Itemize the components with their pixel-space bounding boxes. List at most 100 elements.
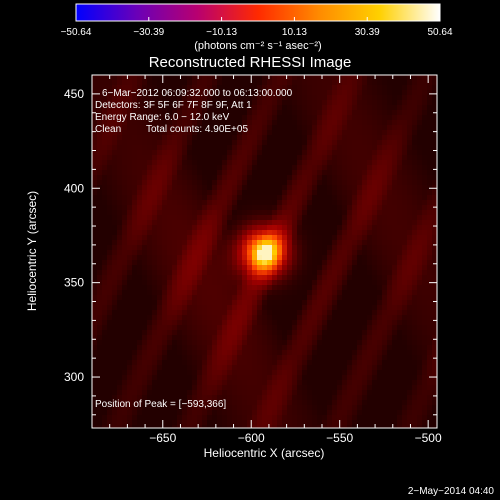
heatmap-cell	[397, 245, 403, 251]
heatmap-cell	[227, 300, 233, 306]
heatmap-cell	[222, 185, 228, 191]
heatmap-cell	[247, 190, 253, 196]
heatmap-cell	[342, 125, 348, 131]
heatmap-cell	[287, 365, 293, 371]
heatmap-cell	[227, 255, 233, 261]
heatmap-cell	[237, 320, 243, 326]
heatmap-cell	[362, 95, 368, 101]
heatmap-cell	[262, 310, 268, 316]
heatmap-cell	[332, 350, 338, 356]
heatmap-cell	[177, 310, 183, 316]
heatmap-cell	[177, 360, 183, 366]
heatmap-cell	[117, 120, 123, 126]
heatmap-cell	[397, 295, 403, 301]
heatmap-cell	[422, 230, 428, 236]
heatmap-cell	[392, 175, 398, 181]
heatmap-cell	[282, 180, 288, 186]
heatmap-cell	[417, 85, 423, 91]
heatmap-cell	[92, 410, 98, 416]
heatmap-cell	[322, 310, 328, 316]
heatmap-cell	[307, 385, 313, 391]
heatmap-cell	[232, 240, 238, 246]
heatmap-cell	[157, 155, 163, 161]
heatmap-cell	[237, 220, 243, 226]
heatmap-cell	[312, 305, 318, 311]
heatmap-cell	[187, 150, 193, 156]
heatmap-cell	[142, 375, 148, 381]
heatmap-cell	[277, 255, 283, 261]
heatmap-cell	[172, 225, 178, 231]
heatmap-cell	[407, 310, 413, 316]
heatmap-cell	[212, 295, 218, 301]
heatmap-cell	[142, 260, 148, 266]
heatmap-cell	[407, 240, 413, 246]
heatmap-cell	[262, 175, 268, 181]
heatmap-cell	[182, 230, 188, 236]
heatmap-cell	[422, 330, 428, 336]
heatmap-cell	[292, 395, 298, 401]
heatmap-cell	[237, 230, 243, 236]
heatmap-cell	[342, 200, 348, 206]
heatmap-cell	[242, 385, 248, 391]
heatmap-cell	[307, 360, 313, 366]
heatmap-cell	[282, 205, 288, 211]
heatmap-cell	[352, 130, 358, 136]
heatmap-cell	[262, 285, 268, 291]
heatmap-cell	[432, 300, 437, 306]
heatmap-cell	[362, 125, 368, 131]
heatmap-cell	[367, 345, 373, 351]
heatmap-cell	[362, 420, 368, 426]
heatmap-cell	[312, 120, 318, 126]
heatmap-cell	[412, 425, 418, 428]
heatmap-cell	[162, 315, 168, 321]
heatmap-cell	[312, 230, 318, 236]
heatmap-cell	[157, 225, 163, 231]
heatmap-cell	[312, 180, 318, 186]
heatmap-cell	[172, 335, 178, 341]
heatmap-cell	[317, 275, 323, 281]
heatmap-cell	[202, 160, 208, 166]
heatmap-cell	[142, 320, 148, 326]
heatmap-cell	[187, 385, 193, 391]
heatmap-cell	[207, 285, 213, 291]
heatmap-cell	[217, 370, 223, 376]
heatmap-cell	[297, 390, 303, 396]
heatmap-cell	[432, 305, 437, 311]
heatmap-cell	[222, 200, 228, 206]
heatmap-cell	[267, 225, 273, 231]
heatmap-cell	[267, 370, 273, 376]
heatmap-cell	[427, 80, 433, 86]
heatmap-cell	[352, 355, 358, 361]
heatmap-cell	[327, 105, 333, 111]
heatmap-cell	[337, 415, 343, 421]
heatmap-cell	[222, 290, 228, 296]
heatmap-cell	[202, 265, 208, 271]
heatmap-cell	[127, 360, 133, 366]
heatmap-cell	[272, 335, 278, 341]
heatmap-cell	[297, 125, 303, 131]
heatmap-cell	[137, 375, 143, 381]
heatmap-cell	[342, 345, 348, 351]
heatmap-cell	[182, 275, 188, 281]
heatmap-cell	[297, 105, 303, 111]
heatmap-cell	[432, 370, 437, 376]
heatmap-cell	[197, 100, 203, 106]
heatmap-cell	[147, 365, 153, 371]
heatmap-cell	[357, 350, 363, 356]
heatmap-cell	[372, 325, 378, 331]
heatmap-cell	[277, 340, 283, 346]
heatmap-cell	[157, 320, 163, 326]
heatmap-cell	[162, 190, 168, 196]
heatmap-cell	[202, 310, 208, 316]
heatmap-cell	[412, 325, 418, 331]
heatmap-cell	[362, 150, 368, 156]
heatmap-cell	[152, 420, 158, 426]
heatmap-cell	[272, 235, 278, 241]
heatmap-cell	[227, 175, 233, 181]
heatmap-cell	[157, 230, 163, 236]
heatmap-cell	[307, 230, 313, 236]
heatmap-cell	[352, 305, 358, 311]
heatmap-cell	[307, 255, 313, 261]
heatmap-cell	[282, 130, 288, 136]
heatmap-cell	[262, 420, 268, 426]
